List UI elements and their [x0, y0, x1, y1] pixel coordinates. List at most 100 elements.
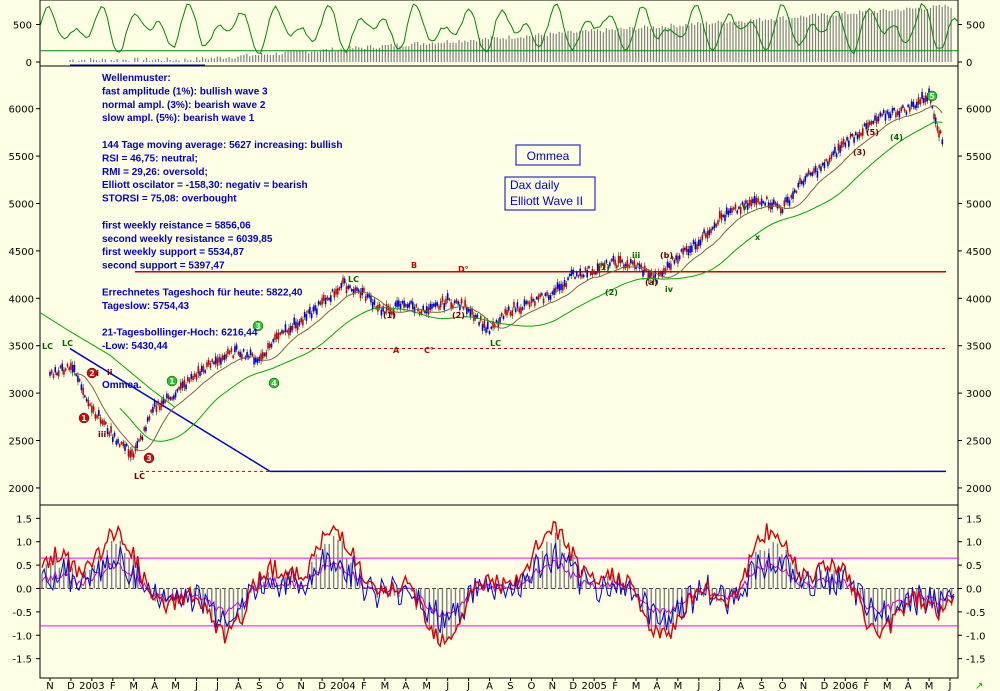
candle-body [807, 170, 810, 175]
x-tick-label: S [758, 681, 764, 691]
candle-body [636, 263, 639, 265]
candle-body [800, 180, 803, 184]
candle-body [722, 214, 725, 218]
candle-body [352, 289, 355, 295]
corner-marker-icon: ↗ [975, 681, 983, 691]
candle-body [333, 291, 336, 298]
x-tick-label: J [717, 681, 721, 691]
candle-body [330, 295, 332, 302]
candle-body [380, 309, 383, 316]
candle-body [408, 303, 411, 308]
candle-body [319, 301, 322, 305]
candle-body [228, 351, 231, 354]
candle-body [439, 301, 442, 308]
wave-marker-label: 1 [81, 414, 87, 423]
annotation-line: normal ampl. (3%): bearish wave 2 [102, 100, 266, 111]
candle-body [568, 273, 571, 277]
candle-body [176, 388, 179, 392]
candle-body [193, 373, 196, 378]
candle-body [544, 293, 547, 297]
candle-body [860, 132, 862, 136]
candle-body [138, 439, 140, 442]
wave-label: LC [134, 472, 145, 481]
annotation-line: first weekly reistance = 5856,06 [102, 220, 251, 231]
candle-body [464, 299, 466, 307]
x-tick-label: O [276, 681, 284, 691]
candle-body [253, 357, 255, 365]
candle-body [495, 319, 498, 323]
candle-body [820, 166, 822, 172]
osc-tick-label: -0.5 [966, 608, 986, 619]
ommea-small-label: Ommea. [102, 380, 142, 391]
candle-body [640, 264, 643, 269]
x-tick-label: S [507, 681, 513, 691]
candle-body [338, 287, 341, 290]
candle-body [630, 259, 632, 264]
candle-body [537, 295, 540, 301]
candle-body [790, 194, 793, 199]
title-line-2: Elliott Wave II [510, 194, 583, 208]
candle-body [87, 399, 90, 407]
candle-body [841, 141, 843, 148]
candle-body [396, 300, 398, 308]
candle-body [694, 242, 697, 250]
candle-body [731, 208, 733, 213]
wave-label: iii [98, 430, 106, 439]
candle-body [773, 199, 775, 205]
x-tick-label: M [632, 681, 641, 691]
candle-body [101, 420, 104, 425]
candle-body [178, 386, 180, 390]
candle-body [317, 301, 320, 305]
volume-oscillator-line [39, 3, 959, 55]
x-tick-label: O [779, 681, 787, 691]
candle-body [63, 369, 65, 375]
oscillator-red-line [41, 520, 955, 648]
candle-body [471, 308, 473, 315]
candle-body [232, 355, 234, 359]
candle-body [275, 332, 278, 340]
candle-body [486, 321, 489, 330]
candle-body [856, 134, 859, 140]
candle-body [874, 115, 876, 121]
candle-body [520, 307, 522, 314]
wave-label: ii [107, 368, 113, 377]
candle-body [907, 104, 909, 108]
candle-body [490, 326, 493, 329]
candle-body [392, 309, 395, 315]
candle-body [868, 121, 871, 125]
candle-body [582, 274, 585, 278]
annotation-line: RSI = 46,75: neutral; [102, 153, 198, 164]
candle-body [610, 259, 613, 262]
candle-body [143, 427, 145, 431]
candle-body [263, 353, 266, 357]
candle-body [188, 378, 191, 383]
annotation-line: 144 Tage moving average: 5627 increasing… [102, 140, 342, 151]
candle-body [82, 387, 84, 396]
candle-body [553, 288, 555, 295]
candle-body [378, 304, 381, 309]
candle-body [118, 444, 121, 447]
wave-label: v [742, 203, 748, 212]
candle-body [830, 154, 833, 159]
wave-label: (5) [866, 128, 879, 137]
osc-tick-label: -0.5 [12, 608, 32, 619]
wave-label: (3) [853, 148, 866, 157]
wave-label: C° [424, 346, 434, 355]
candle-body [249, 349, 252, 355]
candle-body [814, 166, 817, 172]
candle-body [528, 302, 531, 308]
candle-body [357, 289, 360, 293]
candle-body [941, 139, 944, 145]
candle-body [561, 284, 564, 291]
candle-body [295, 321, 297, 329]
x-tick-label: J [466, 681, 470, 691]
candle-body [839, 145, 841, 153]
wave-label: x [755, 233, 761, 242]
candle-body [671, 257, 674, 260]
candle-body [764, 202, 766, 206]
candle-body [889, 113, 892, 119]
candle-body [298, 320, 301, 326]
candle-body [427, 307, 430, 315]
candle-body [757, 198, 759, 203]
candle-body [364, 296, 367, 301]
